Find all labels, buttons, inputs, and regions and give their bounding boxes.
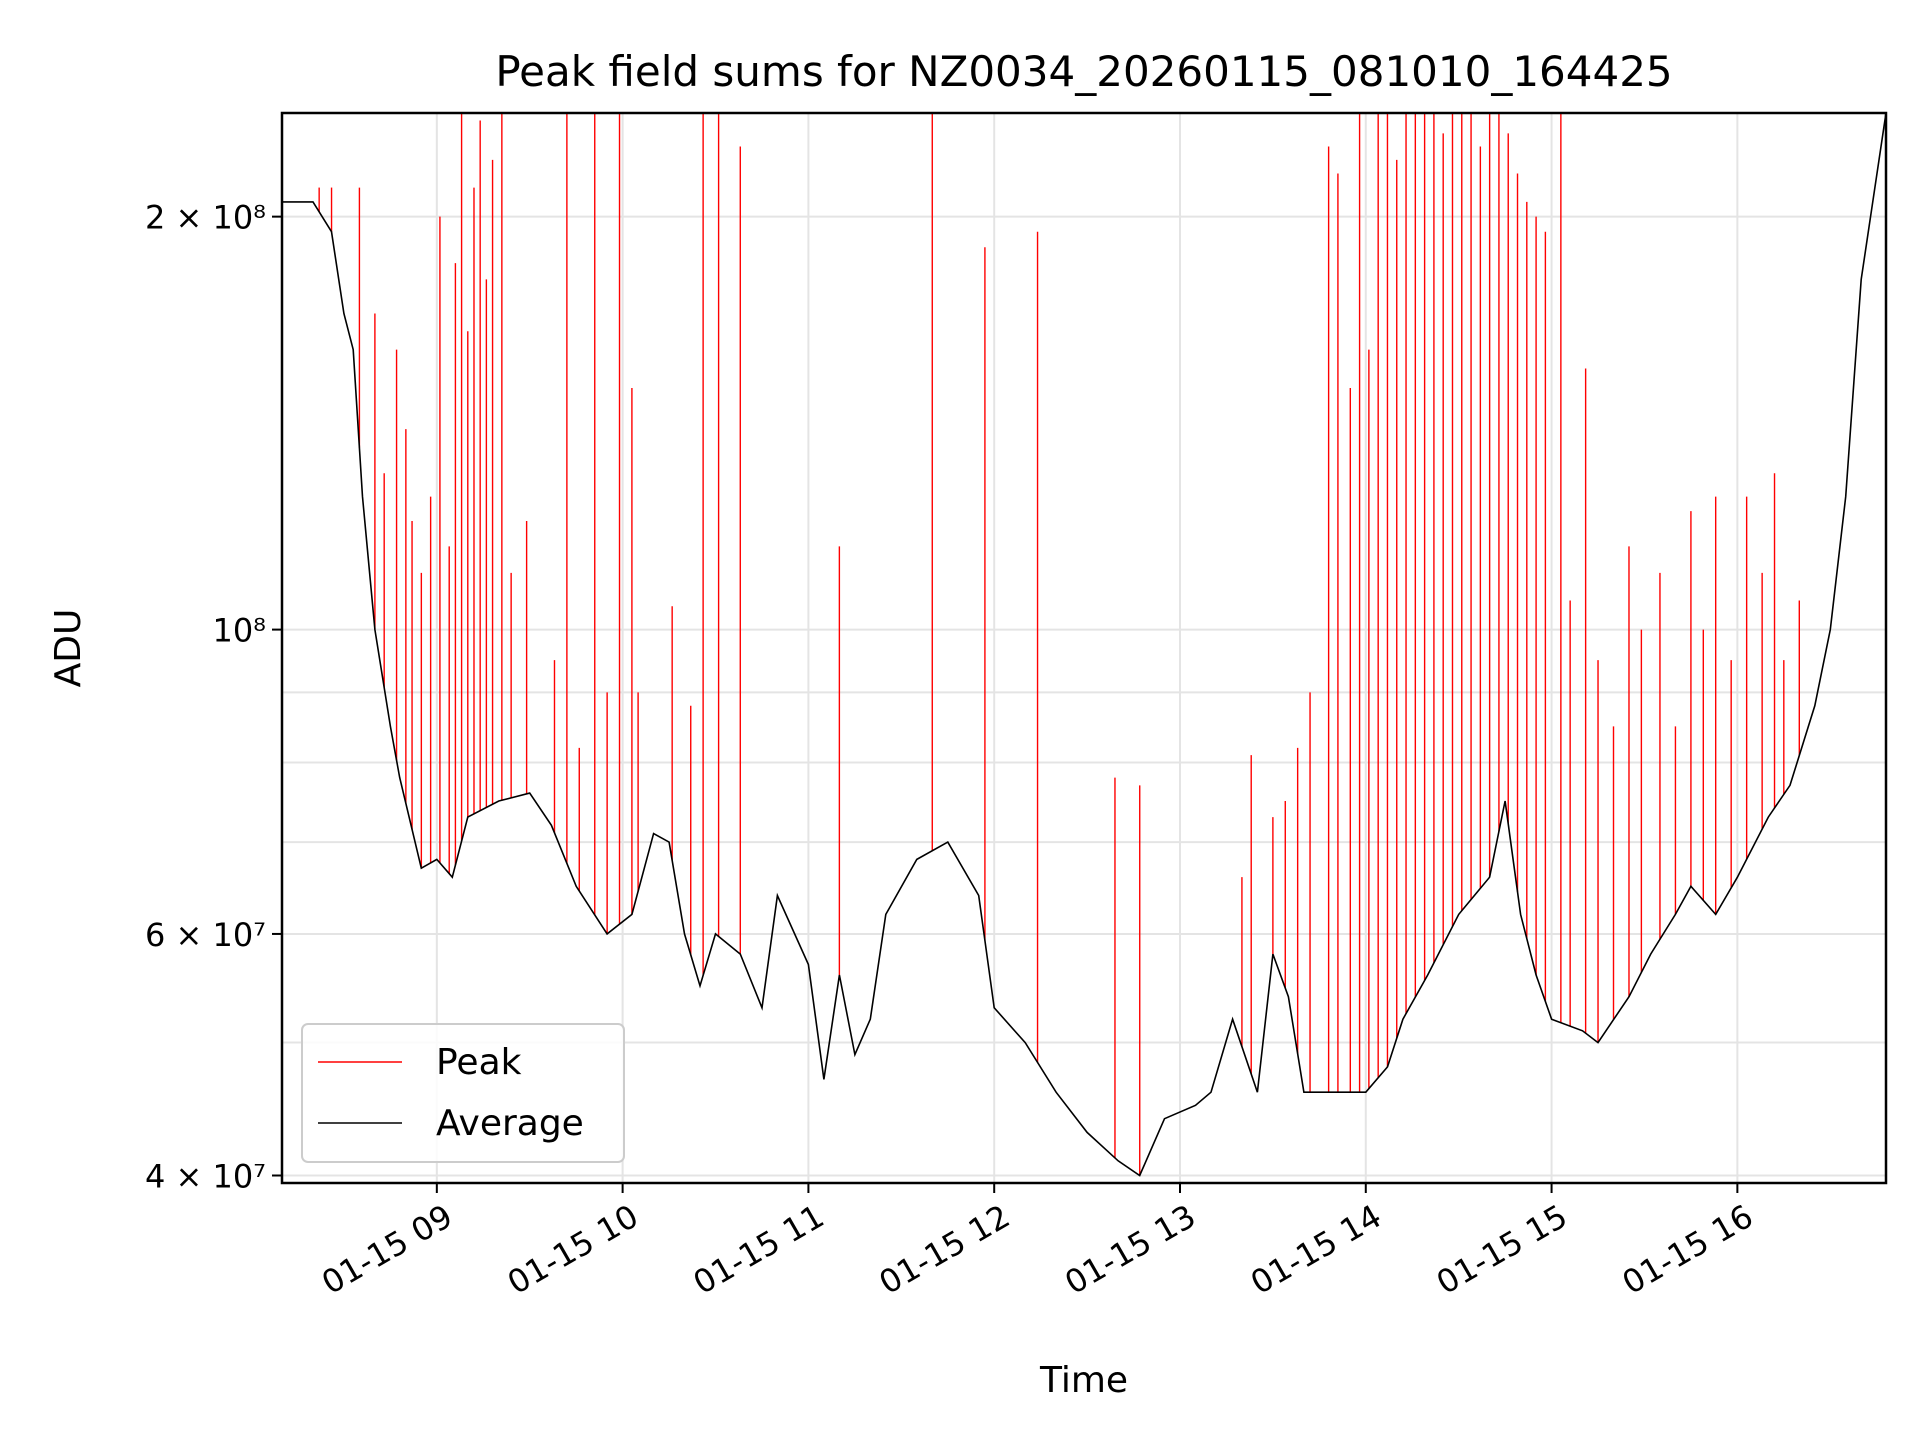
x-axis-label: Time	[1039, 1360, 1128, 1401]
chart-title: Peak field sums for NZ0034_20260115_0810…	[495, 47, 1672, 96]
x-tick-label: 01-15 12	[873, 1197, 1017, 1302]
peak-series	[318, 113, 1800, 1176]
x-tick-label: 01-15 14	[1244, 1197, 1388, 1302]
y-tick-label: 4 × 10⁷	[145, 1158, 266, 1196]
plot-frame	[280, 111, 1888, 1185]
x-axis: 01-15 09 01-15 10 01-15 11 01-15 12 01-15 13…	[315, 1183, 1759, 1302]
x-tick-label: 01-15 13	[1058, 1197, 1202, 1302]
y-tick-label: 6 × 10⁷	[145, 916, 266, 954]
x-tick-label: 01-15 16	[1616, 1197, 1760, 1302]
legend-peak-label: Peak	[436, 1042, 522, 1083]
y-axis: 4 × 10⁷ 6 × 10⁷ 10⁸ 2 × 10⁸	[145, 199, 282, 1196]
x-tick-label: 01-15 15	[1430, 1197, 1574, 1302]
x-tick-label: 01-15 09	[315, 1197, 459, 1302]
grid	[282, 113, 1886, 1183]
legend-average-label: Average	[436, 1103, 584, 1144]
legend: Peak Average	[301, 1023, 625, 1163]
x-tick-label: 01-15 10	[501, 1197, 645, 1302]
y-tick-label: 2 × 10⁸	[145, 199, 266, 237]
average-line	[282, 112, 1887, 1177]
y-axis-label: ADU	[48, 609, 89, 688]
legend-box	[301, 1023, 625, 1163]
y-tick-label: 10⁸	[212, 612, 266, 650]
x-tick-label: 01-15 11	[687, 1197, 831, 1302]
plot-area	[282, 112, 1887, 1177]
